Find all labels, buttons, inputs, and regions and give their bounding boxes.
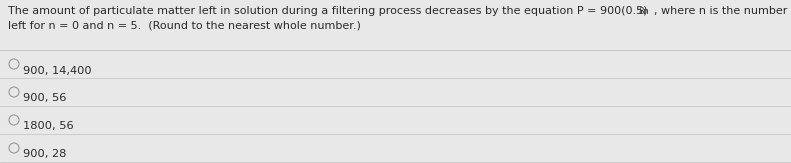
Text: 1800, 56: 1800, 56: [23, 121, 74, 131]
Text: The amount of particulate matter left in solution during a filtering process dec: The amount of particulate matter left in…: [8, 6, 648, 16]
Text: , where n is the number of filtering steps. Find the amounts: , where n is the number of filtering ste…: [654, 6, 791, 16]
Text: 900, 56: 900, 56: [23, 93, 66, 103]
Text: left for n = 0 and n = 5.  (Round to the nearest whole number.): left for n = 0 and n = 5. (Round to the …: [8, 20, 361, 30]
Text: 8n: 8n: [638, 7, 649, 16]
Text: 900, 14,400: 900, 14,400: [23, 66, 92, 76]
Text: 900, 28: 900, 28: [23, 149, 66, 159]
